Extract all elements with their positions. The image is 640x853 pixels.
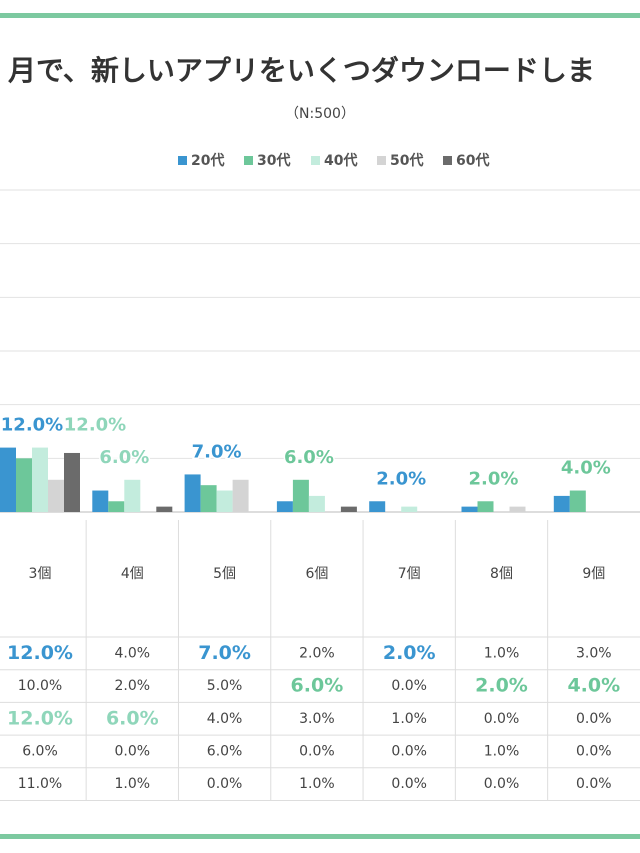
bar (509, 506, 526, 512)
bar (184, 474, 201, 512)
legend-swatch (311, 156, 320, 165)
table-cell: 0.0% (576, 711, 612, 727)
legend-label: 30代 (257, 152, 290, 169)
bar (108, 501, 125, 512)
table-cell: 10.0% (18, 678, 62, 694)
table-cell: 1.0% (299, 776, 335, 792)
bar (0, 447, 16, 512)
data-label: 12.0% (64, 415, 126, 436)
bar (64, 452, 80, 512)
table-cell: 2.0% (383, 642, 436, 664)
table-cell: 1.0% (484, 743, 520, 759)
category-label: 3個 (29, 566, 52, 582)
table-cell: 6.0% (291, 675, 344, 697)
table-cell: 2.0% (115, 678, 151, 694)
category-label: 4個 (121, 566, 144, 582)
table-cell: 3.0% (299, 711, 335, 727)
data-label: 4.0% (561, 458, 611, 479)
table-cell: 2.0% (475, 675, 528, 697)
table-cell: 1.0% (391, 711, 427, 727)
category-label: 5個 (213, 566, 236, 582)
data-label: 12.0% (1, 415, 63, 436)
bar (461, 506, 478, 512)
bar (276, 501, 293, 512)
category-label: 6個 (305, 566, 328, 582)
data-label: 6.0% (284, 447, 334, 468)
table-cell: 0.0% (207, 776, 243, 792)
bar (308, 495, 325, 512)
category-label: 8個 (490, 566, 513, 582)
table-cell: 1.0% (115, 776, 151, 792)
table-cell: 7.0% (198, 642, 251, 664)
data-label: 2.0% (376, 468, 426, 489)
table-cell: 3.0% (576, 645, 612, 661)
data-label: 6.0% (99, 447, 149, 468)
table-cell: 11.0% (18, 776, 62, 792)
table-cell: 12.0% (7, 707, 73, 729)
table-cell: 0.0% (484, 711, 520, 727)
table-cell: 0.0% (391, 776, 427, 792)
legend-swatch (178, 156, 187, 165)
category-label: 9個 (582, 566, 605, 582)
top-rule (0, 13, 640, 18)
bar (369, 501, 386, 512)
bar (340, 506, 357, 512)
table-cell: 0.0% (299, 743, 335, 759)
table-cell: 0.0% (115, 743, 151, 759)
bar (156, 506, 173, 512)
table-cell: 4.0% (567, 675, 620, 697)
table-cell: 1.0% (484, 645, 520, 661)
bottom-rule (0, 834, 640, 839)
bar (232, 479, 249, 512)
legend-label: 60代 (456, 152, 489, 169)
bar (200, 485, 217, 512)
table-cell: 0.0% (484, 776, 520, 792)
bar (401, 506, 418, 512)
table-cell: 0.0% (576, 743, 612, 759)
bar (569, 490, 586, 512)
bar (92, 490, 109, 512)
data-label: 2.0% (469, 468, 519, 489)
data-label: 7.0% (192, 441, 242, 462)
legend-swatch (443, 156, 452, 165)
table-cell: 0.0% (391, 678, 427, 694)
bar (553, 495, 570, 512)
table-cell: 6.0% (106, 707, 159, 729)
bar (32, 447, 48, 512)
table-cell: 5.0% (207, 678, 243, 694)
table-cell: 6.0% (207, 743, 243, 759)
bar (48, 479, 64, 512)
legend-label: 40代 (324, 152, 357, 169)
bar (124, 479, 141, 512)
table-cell: 6.0% (22, 743, 58, 759)
table-cell: 4.0% (115, 645, 151, 661)
table-cell: 2.0% (299, 645, 335, 661)
table-cell: 4.0% (207, 711, 243, 727)
bar (292, 479, 309, 512)
table-cell: 0.0% (576, 776, 612, 792)
bar (477, 501, 494, 512)
legend-swatch (244, 156, 253, 165)
table-cell: 12.0% (7, 642, 73, 664)
subtitle: （N:500） (285, 106, 355, 122)
chart-title: 月で、新しいアプリをいくつダウンロードしま (7, 54, 595, 87)
legend-label: 50代 (390, 152, 423, 169)
legend-swatch (377, 156, 386, 165)
category-label: 7個 (398, 566, 421, 582)
bar (16, 458, 32, 512)
table-cell: 0.0% (391, 743, 427, 759)
legend-label: 20代 (191, 152, 224, 169)
bar (216, 490, 233, 512)
